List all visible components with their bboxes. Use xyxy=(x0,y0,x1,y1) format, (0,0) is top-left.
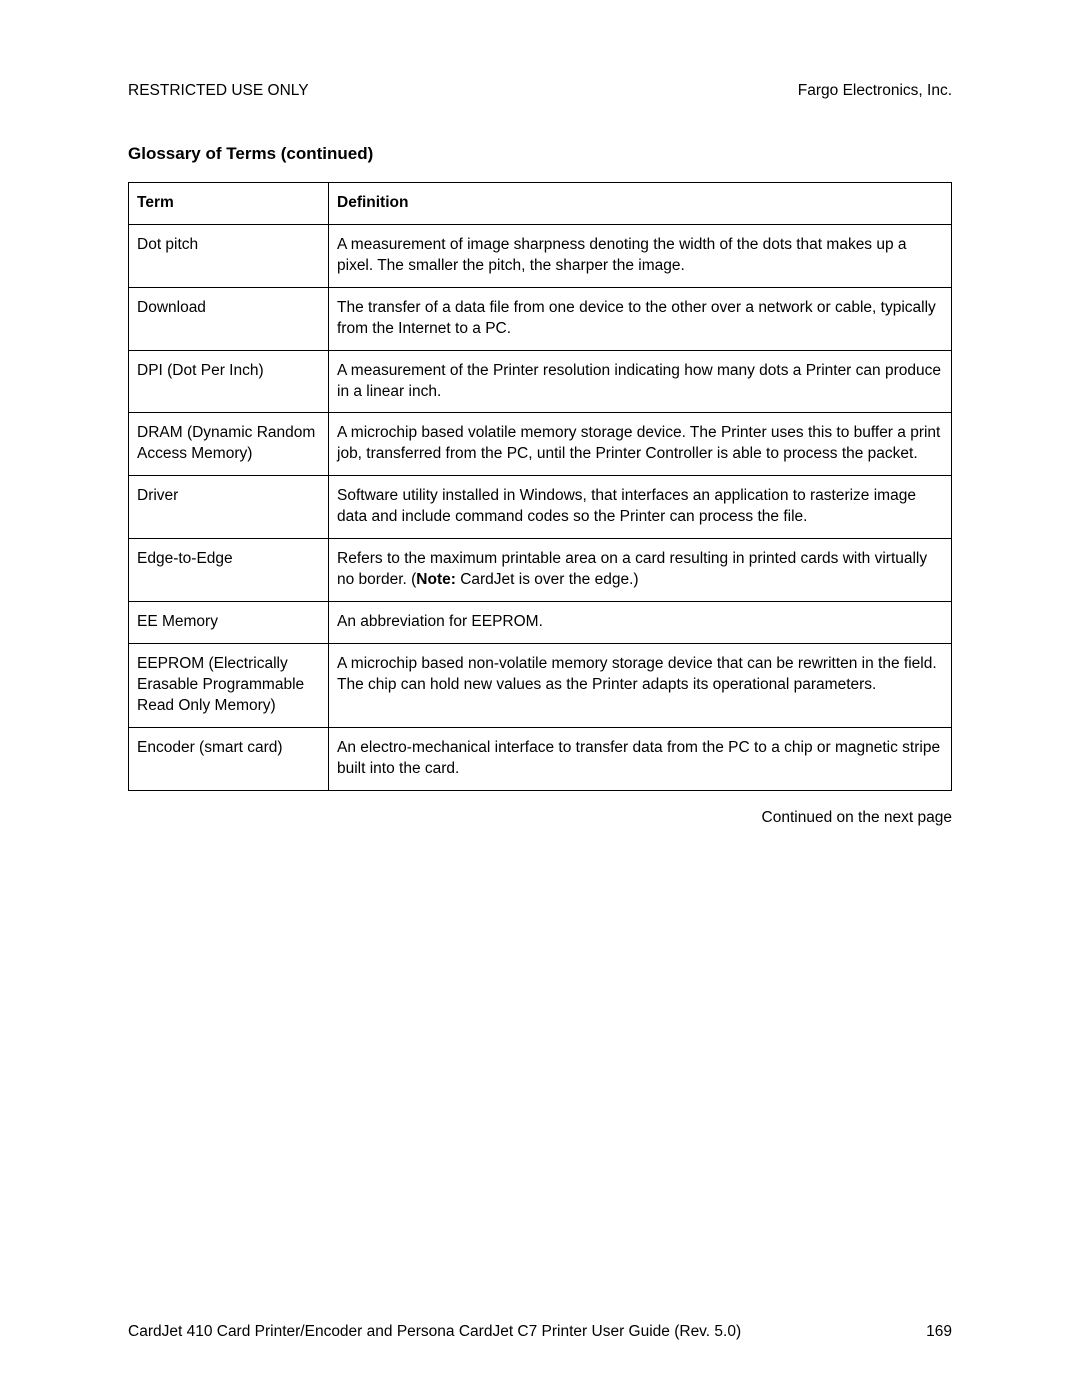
term-cell: Encoder (smart card) xyxy=(129,727,329,790)
footer-left: CardJet 410 Card Printer/Encoder and Per… xyxy=(128,1323,741,1341)
table-row: Download The transfer of a data file fro… xyxy=(129,287,952,350)
table-row: EE Memory An abbreviation for EEPROM. xyxy=(129,601,952,643)
term-cell: EEPROM (Electrically Erasable Programmab… xyxy=(129,643,329,727)
term-cell: Edge-to-Edge xyxy=(129,539,329,602)
table-row: DPI (Dot Per Inch) A measurement of the … xyxy=(129,350,952,413)
header-left: RESTRICTED USE ONLY xyxy=(128,82,309,100)
definition-cell: Software utility installed in Windows, t… xyxy=(329,476,952,539)
definition-cell: An electro-mechanical interface to trans… xyxy=(329,727,952,790)
def-post: CardJet is over the edge.) xyxy=(456,571,639,588)
section-title: Glossary of Terms (continued) xyxy=(128,144,952,164)
definition-cell: An abbreviation for EEPROM. xyxy=(329,601,952,643)
definition-cell: A measurement of image sharpness denotin… xyxy=(329,224,952,287)
definition-cell: Refers to the maximum printable area on … xyxy=(329,539,952,602)
term-cell: EE Memory xyxy=(129,601,329,643)
table-row: Encoder (smart card) An electro-mechanic… xyxy=(129,727,952,790)
term-cell: Dot pitch xyxy=(129,224,329,287)
term-cell: Download xyxy=(129,287,329,350)
header-right: Fargo Electronics, Inc. xyxy=(798,82,952,100)
definition-cell: A measurement of the Printer resolution … xyxy=(329,350,952,413)
definition-cell: The transfer of a data file from one dev… xyxy=(329,287,952,350)
definition-cell: A microchip based volatile memory storag… xyxy=(329,413,952,476)
definition-cell: A microchip based non-volatile memory st… xyxy=(329,643,952,727)
def-bold: Note: xyxy=(416,571,456,588)
footer-page-number: 169 xyxy=(926,1323,952,1341)
table-row: Driver Software utility installed in Win… xyxy=(129,476,952,539)
continued-note: Continued on the next page xyxy=(128,809,952,827)
col-header-definition: Definition xyxy=(329,183,952,225)
table-header-row: Term Definition xyxy=(129,183,952,225)
term-cell: Driver xyxy=(129,476,329,539)
glossary-table: Term Definition Dot pitch A measurement … xyxy=(128,182,952,791)
table-row: DRAM (Dynamic Random Access Memory) A mi… xyxy=(129,413,952,476)
term-cell: DPI (Dot Per Inch) xyxy=(129,350,329,413)
page-footer: CardJet 410 Card Printer/Encoder and Per… xyxy=(128,1323,952,1341)
table-row: Edge-to-Edge Refers to the maximum print… xyxy=(129,539,952,602)
table-row: EEPROM (Electrically Erasable Programmab… xyxy=(129,643,952,727)
page-header: RESTRICTED USE ONLY Fargo Electronics, I… xyxy=(128,82,952,100)
table-row: Dot pitch A measurement of image sharpne… xyxy=(129,224,952,287)
term-cell: DRAM (Dynamic Random Access Memory) xyxy=(129,413,329,476)
col-header-term: Term xyxy=(129,183,329,225)
